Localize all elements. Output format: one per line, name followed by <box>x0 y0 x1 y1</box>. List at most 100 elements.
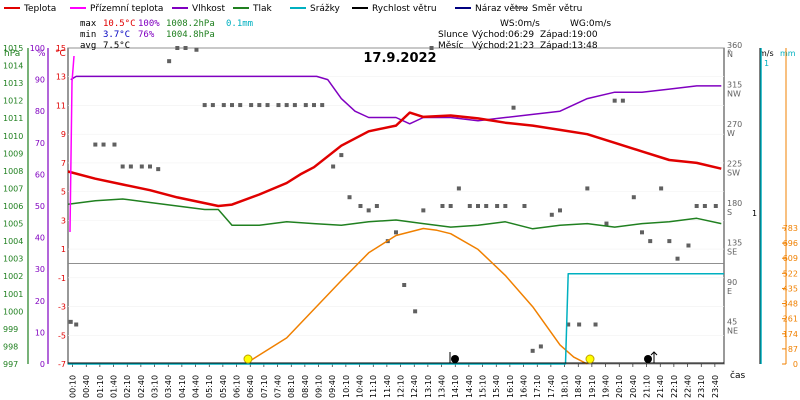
time-tick-label: 07:40 <box>274 375 283 398</box>
axis-unit-hpa: hPa <box>4 49 20 59</box>
temperature-tick-label: 5 <box>61 188 66 197</box>
wind-direction-point <box>347 195 352 200</box>
wind-direction-point <box>112 142 117 147</box>
time-tick-label: 06:10 <box>233 375 242 398</box>
wind-direction-point <box>221 103 226 108</box>
wind-direction-point <box>249 103 254 108</box>
pressure-tick-label: 1005 <box>3 220 23 229</box>
left-axes: 9979989991000100110021003100410051006100… <box>3 44 66 369</box>
series-line-teplota <box>67 111 722 208</box>
wind-direction-point <box>593 322 598 327</box>
pressure-tick-label: 1006 <box>3 202 23 211</box>
pressure-tick-label: 999 <box>3 325 18 334</box>
temperature-tick-label: 13 <box>56 73 66 82</box>
time-tick-label: 05:10 <box>205 375 214 398</box>
axis-unit-ms: m/s <box>759 49 774 58</box>
time-tick-label: 19:40 <box>602 375 611 398</box>
time-tick-label: 08:40 <box>301 375 310 398</box>
legend-label: Vlhkost <box>192 4 225 14</box>
pressure-tick-label: 1011 <box>3 114 23 123</box>
stat-min-temp: 3.7°C <box>103 30 130 40</box>
axis-unit-time: čas <box>730 370 745 381</box>
humidity-tick-label: 50 <box>35 202 45 211</box>
axis-unit-pct: % <box>37 49 46 59</box>
time-tick-label: 20:40 <box>629 375 638 398</box>
pressure-tick-label: 1015 <box>3 44 23 53</box>
wind-direction-point <box>566 322 571 327</box>
time-tick-label: 02:40 <box>137 375 146 398</box>
humidity-tick-label: 30 <box>35 265 45 274</box>
time-tick-label: 14:10 <box>451 375 460 398</box>
time-tick-label: 16:10 <box>506 375 515 398</box>
wind-direction-point <box>120 164 125 169</box>
pressure-tick-label: 1009 <box>3 149 23 158</box>
solar-tick-label: 261 <box>783 315 798 324</box>
wind-direction-point <box>339 153 344 158</box>
solar-tick-label: 174 <box>783 330 798 339</box>
humidity-tick-label: 70 <box>35 139 45 148</box>
wind-direction-point <box>511 105 516 110</box>
time-tick-label: 22:10 <box>670 375 679 398</box>
pressure-tick-label: 1001 <box>3 290 23 299</box>
time-tick-label: 17:40 <box>547 375 556 398</box>
pressure-tick-label: 1013 <box>3 79 23 88</box>
wind-direction-point <box>167 59 172 64</box>
humidity-tick-label: 0 <box>40 360 45 369</box>
rain-tick-label: 1 <box>764 59 769 68</box>
wind-direction-point <box>648 239 653 244</box>
time-tick-label: 00:40 <box>82 375 91 398</box>
wind-direction-point <box>549 212 554 217</box>
wind-direction-point <box>257 103 262 108</box>
direction-tick-label: 90 <box>727 278 737 287</box>
moon-rise: Východ:21:23 <box>472 41 534 51</box>
moonrise-icon <box>644 355 652 363</box>
axis-unit-mm: mm <box>780 49 796 58</box>
time-tick-label: 02:10 <box>123 375 132 398</box>
stat-min-press: 1004.8hPa <box>166 30 215 40</box>
wind-direction-point <box>183 46 188 50</box>
legend-label: Rychlost větru <box>372 4 437 14</box>
wind-direction-point <box>156 167 161 172</box>
stat-max-temp: 10.5°C <box>103 19 136 29</box>
wind-direction-point <box>210 103 215 108</box>
wind-direction-point <box>366 208 371 213</box>
ground-temp-line <box>69 55 75 233</box>
solar-tick-label: 783 <box>783 224 798 233</box>
stat-max-label: max <box>80 19 97 29</box>
pressure-tick-label: 998 <box>3 342 18 351</box>
wind-direction-point <box>640 230 644 235</box>
solar-tick-label: 609 <box>783 254 798 263</box>
humidity-tick-label: 10 <box>35 328 45 337</box>
temperature-tick-label: 15 <box>56 44 66 53</box>
humidity-tick-label: 80 <box>35 107 45 116</box>
pressure-tick-label: 1014 <box>3 62 23 71</box>
time-tick-label: 20:10 <box>615 375 624 398</box>
temperature-tick-label: -7 <box>58 360 66 369</box>
time-tick-label: 14:40 <box>465 375 474 398</box>
wind-direction-point <box>440 204 445 208</box>
direction-tick-label: 180 <box>727 199 742 208</box>
pressure-tick-label: 1007 <box>3 184 23 193</box>
stat-max-press: 1008.2hPa <box>166 19 215 29</box>
time-tick-label: 09:10 <box>315 375 324 398</box>
series-layer <box>67 75 724 365</box>
pressure-tick-label: 997 <box>3 360 18 369</box>
wind-direction-point <box>303 103 308 108</box>
humidity-tick-label: 100 <box>30 44 45 53</box>
wind-direction-point <box>139 164 144 169</box>
wind-direction-point <box>312 103 316 108</box>
wind-direction-point <box>74 322 79 327</box>
time-tick-label: 00:10 <box>69 375 78 398</box>
direction-compass-label: SE <box>727 248 737 257</box>
wind-direction-point <box>522 204 527 208</box>
direction-tick-label: 360 <box>727 41 742 50</box>
temperature-tick-label: 11 <box>56 101 66 110</box>
time-tick-label: 21:10 <box>643 375 652 398</box>
wind-gust-info: WG:0m/s <box>570 19 611 29</box>
pressure-tick-label: 1010 <box>3 132 23 141</box>
wind-direction-point <box>230 103 234 108</box>
time-tick-label: 03:40 <box>164 375 173 398</box>
direction-compass-label: N <box>727 50 733 59</box>
wind-direction-point <box>265 103 270 108</box>
